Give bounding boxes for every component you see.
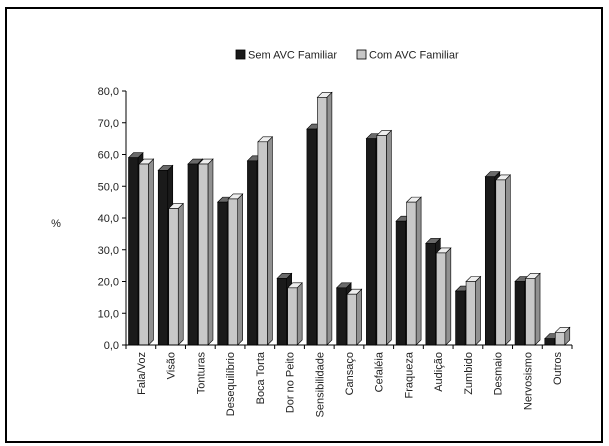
x-tick-label: Fala/Voz [136,352,148,395]
bar-front [198,163,209,346]
x-tick-label: Zumbido [463,352,475,395]
y-tick-label: 70,0 [98,118,119,130]
x-tick-label: Fraqueza [403,351,415,398]
bar-front [544,338,555,346]
y-axis-title: % [51,218,61,230]
x-tick-label: Sensibilidade [314,352,326,417]
x-tick-label: Desmaio [493,352,505,395]
y-tick-label: 10,0 [98,308,119,320]
y-tick-label: 60,0 [98,150,119,162]
bar-front [168,208,179,346]
bar-front [306,128,317,346]
bar-front [287,287,298,346]
bar-side [237,193,243,346]
bar-com [554,326,571,346]
bar-front [217,201,228,346]
bar-front [484,176,496,346]
y-tick-label: 50,0 [98,181,119,193]
bar-com [138,158,155,346]
y-tick-label: 20,0 [98,277,119,289]
y-tick-label: 40,0 [98,213,119,225]
bar-com [524,272,541,346]
bar-front [128,157,139,346]
y-axis: 0,0 10,0 20,0 30,0 40,0 50,0 60,0 70,0 80,0 [98,86,127,352]
bar-side [534,272,541,346]
bar-front [465,281,476,346]
bar-front [336,287,347,346]
bar-side [267,136,273,346]
x-tick-label: Outros [552,352,564,386]
bar-side [207,158,214,346]
bar-com [257,136,274,346]
legend: Sem AVC Familiar Com AVC Familiar [235,49,459,62]
bar-com [405,196,422,346]
bar-side [326,91,333,346]
chart-border [5,7,603,443]
bar-front [455,290,466,346]
bar-front [395,220,406,346]
legend-swatch-com [356,49,367,60]
bar-side [386,129,392,346]
bar-front [247,160,258,346]
bar-com [465,275,482,346]
bar-com [316,91,333,346]
y-tick-label: 0,0 [104,340,119,352]
legend-label-com: Com AVC Familiar [369,50,459,62]
bar-com [197,158,214,346]
legend-swatch-sem [235,49,246,60]
bar-front [366,138,377,346]
bar-side [504,174,511,346]
bar-com [346,288,363,346]
bar-front [525,278,536,346]
x-tick-label: Visão [166,352,178,379]
bar-front [376,135,387,346]
bar-side [415,196,422,346]
bar-front [276,278,287,346]
plot-area [127,91,571,346]
bar-front [257,141,268,346]
bar-side [296,282,303,346]
bar-front [227,198,238,346]
bar-front [436,252,447,346]
x-tick-label: Tonturas [195,352,207,395]
x-axis: Fala/Voz Visão Tonturas Desequilíbrio Boca T… [125,344,573,417]
bar-front [138,163,149,346]
bar-com [227,193,244,346]
bar-com [286,282,303,346]
y-tick-label: 80,0 [98,86,119,98]
bar-front [554,331,566,346]
bar-front [187,163,198,346]
bar-side [445,247,452,346]
bar-front [495,179,506,346]
bar-front [406,201,417,346]
bar-side [177,202,184,346]
bar-front [157,170,169,346]
bar-com [168,202,184,346]
bar-side [148,158,154,346]
bar-com [435,247,452,346]
bar-front [425,243,436,346]
x-tick-label: Cefaléia [374,351,386,392]
bar-side [475,275,481,346]
bar-front [317,97,328,346]
y-tick-label: 30,0 [98,245,119,257]
x-tick-label: Audição [433,352,445,392]
bar-com [495,174,512,346]
x-tick-label: Nervosismo [522,352,534,410]
x-tick-label: Boca Torta [255,351,267,404]
x-tick-label: Dor no Peito [285,352,297,413]
bar-front [514,281,525,346]
bar-com [376,129,393,346]
x-tick-label: Desequilíbrio [225,352,237,416]
bar-front [346,293,357,346]
legend-label-sem: Sem AVC Familiar [248,50,337,62]
bar-side [356,288,362,346]
x-tick-label: Cansaço [344,352,356,395]
